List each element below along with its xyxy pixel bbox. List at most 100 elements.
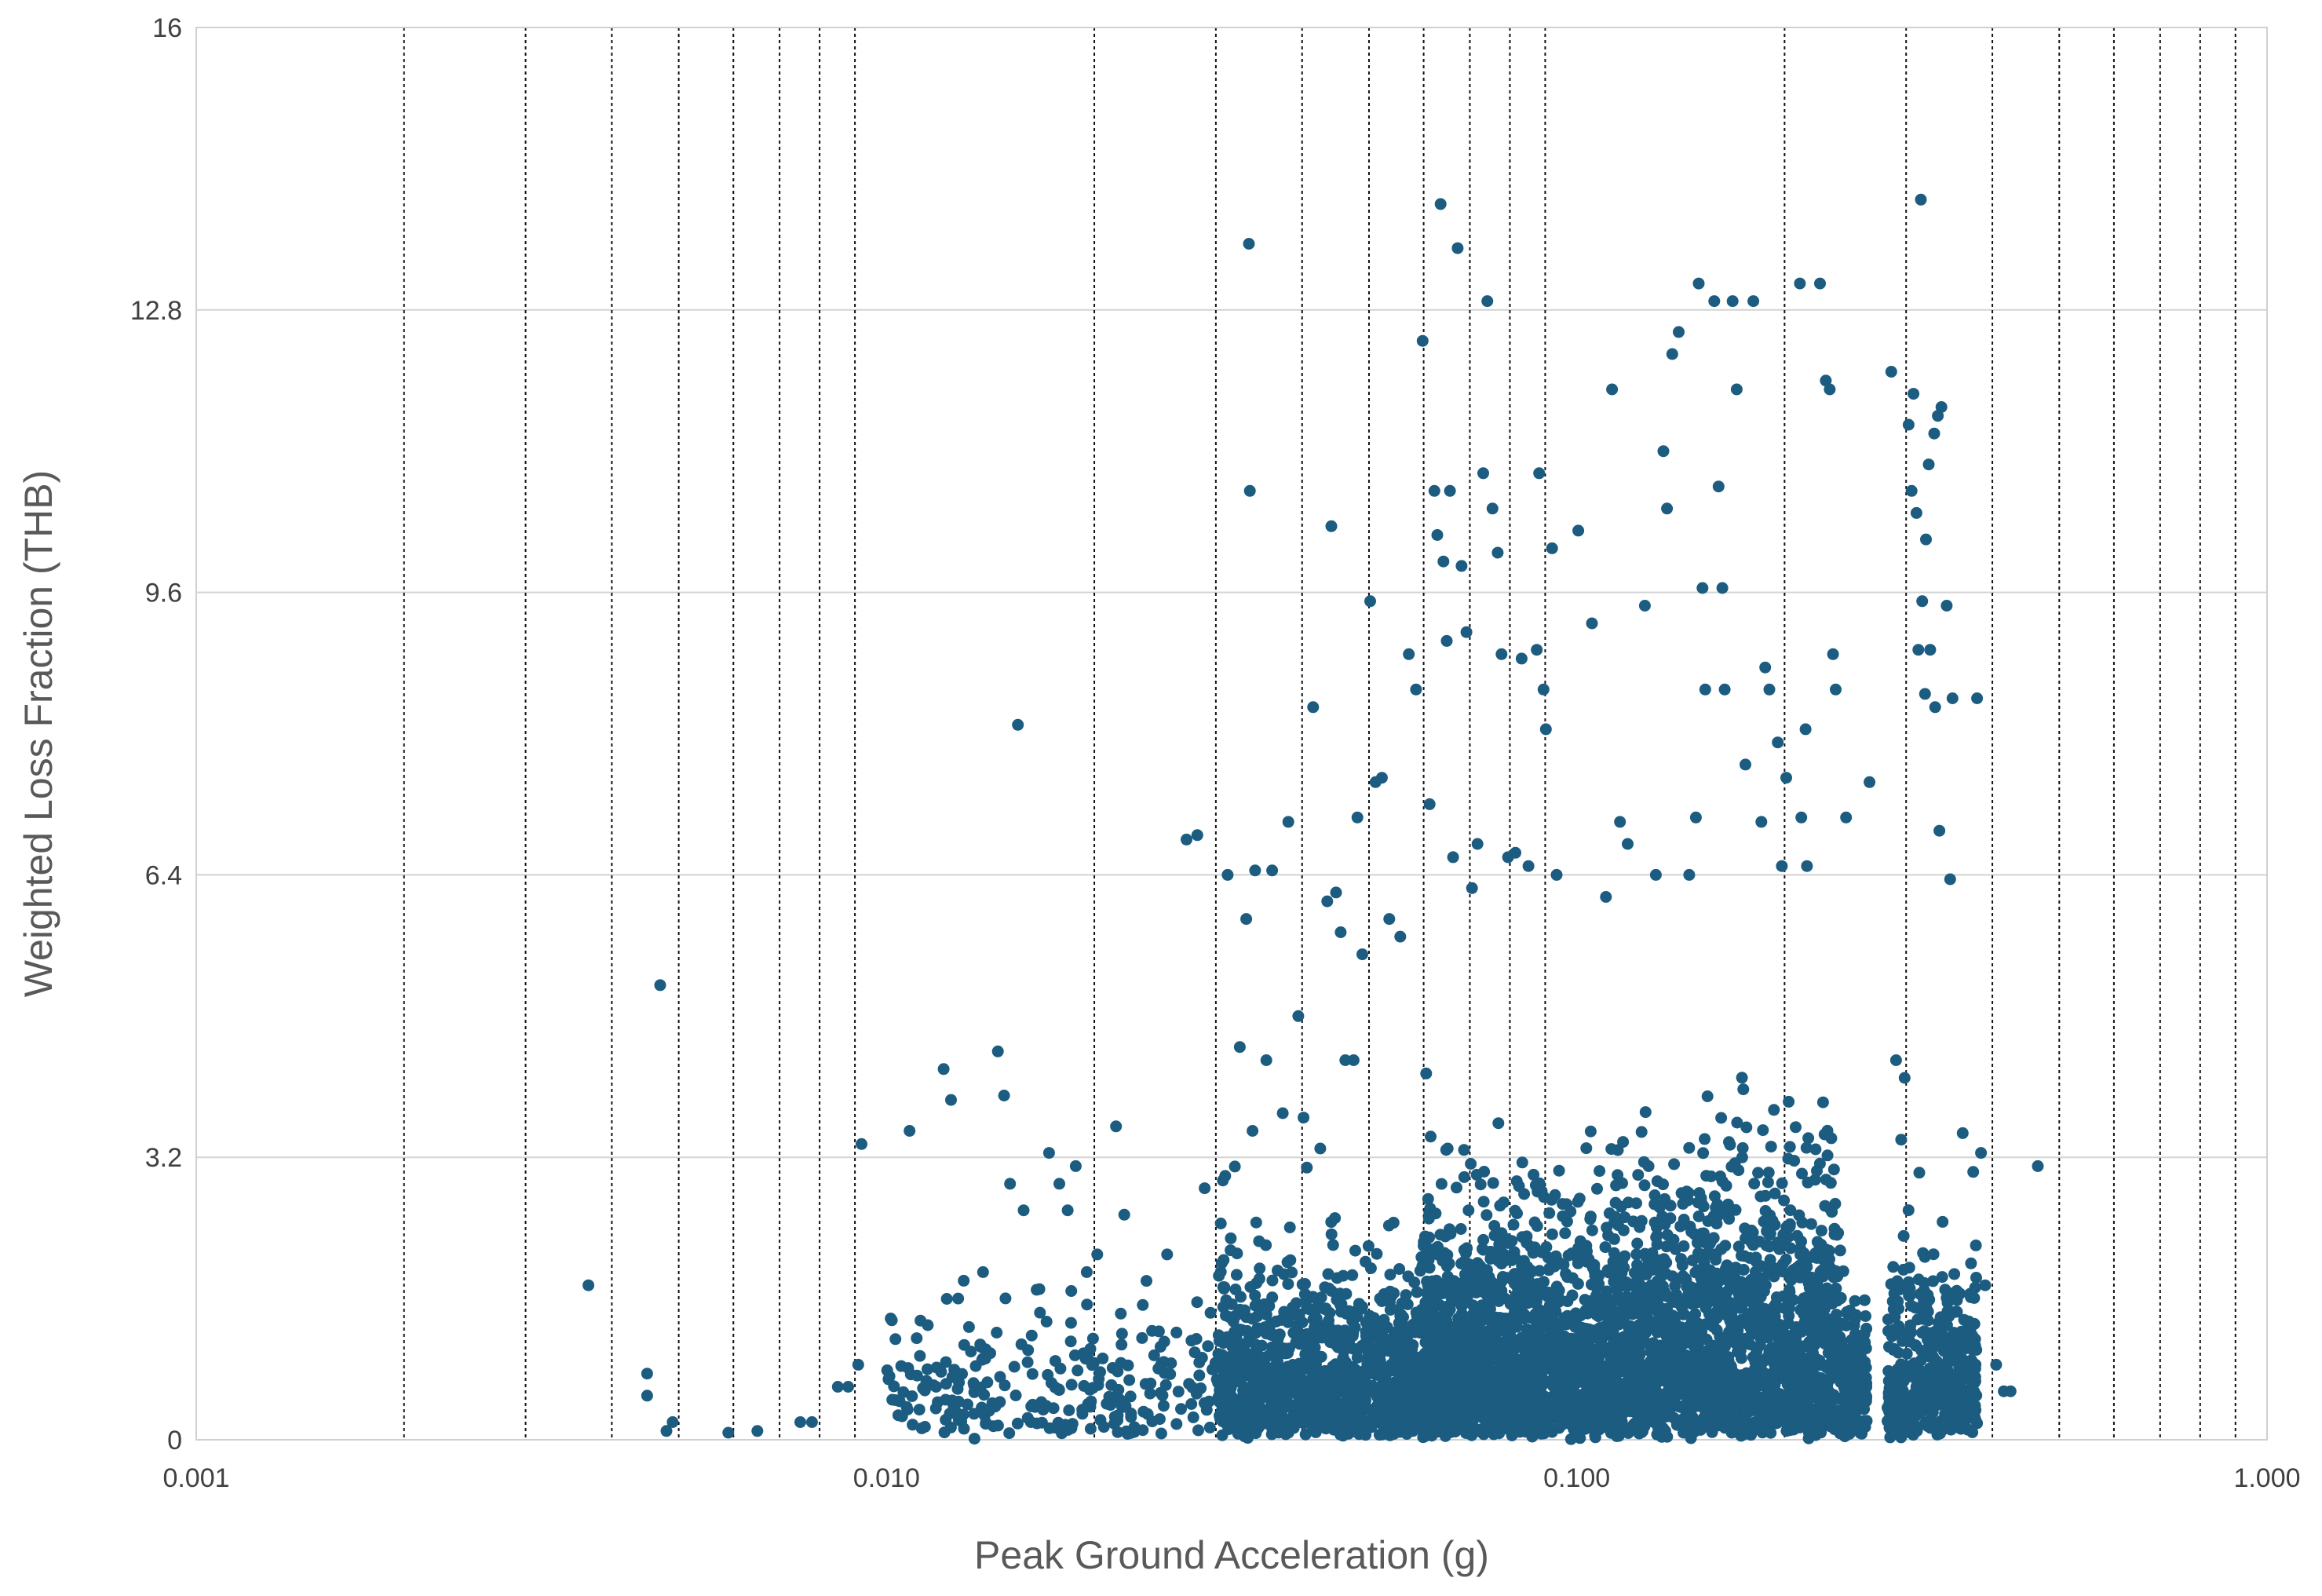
data-point-dense bbox=[1367, 1385, 1379, 1397]
data-point-dense bbox=[1689, 1291, 1702, 1304]
data-point-dense bbox=[1065, 1285, 1078, 1297]
data-point-dense bbox=[1731, 1116, 1743, 1129]
data-point-dense bbox=[1837, 1423, 1849, 1435]
data-point-dense bbox=[1858, 1328, 1871, 1340]
data-point-dense bbox=[1858, 1294, 1871, 1306]
data-point-dense bbox=[1682, 1398, 1695, 1411]
data-point-dense bbox=[1108, 1411, 1121, 1423]
data-point-dense bbox=[1778, 1339, 1791, 1351]
data-point-dense bbox=[1510, 1320, 1523, 1333]
data-point-dense bbox=[1638, 1335, 1651, 1348]
data-point-dense bbox=[952, 1414, 965, 1426]
data-point-dense bbox=[1466, 1365, 1477, 1378]
data-point-dense bbox=[1626, 1292, 1639, 1304]
data-point-dense bbox=[1524, 1397, 1537, 1409]
data-point-dense bbox=[1332, 1341, 1344, 1353]
data-point-dense bbox=[888, 1380, 900, 1393]
data-point-dense bbox=[1687, 1424, 1700, 1437]
data-point-dense bbox=[1172, 1386, 1185, 1398]
data-point-dense bbox=[1549, 1406, 1561, 1418]
data-point-dense bbox=[1728, 1426, 1740, 1438]
data-point-dense bbox=[1582, 1346, 1594, 1359]
data-point-dense bbox=[1435, 1178, 1448, 1190]
data-point bbox=[582, 1279, 595, 1291]
data-point-dense bbox=[1123, 1374, 1136, 1386]
data-point bbox=[2032, 1160, 2044, 1172]
data-point-dense bbox=[1782, 1231, 1794, 1244]
data-point-dense bbox=[1218, 1254, 1230, 1266]
data-point bbox=[1898, 1072, 1911, 1084]
data-point-dense bbox=[1720, 1179, 1732, 1192]
data-point-dense bbox=[940, 1293, 953, 1305]
data-point-dense bbox=[1401, 1329, 1414, 1342]
data-point-dense bbox=[1287, 1306, 1300, 1318]
data-point bbox=[1481, 295, 1494, 308]
data-point-dense bbox=[1591, 1182, 1603, 1195]
data-point bbox=[641, 1368, 653, 1380]
data-point-dense bbox=[1819, 1268, 1831, 1280]
data-point-dense bbox=[1299, 1295, 1312, 1308]
data-point-dense bbox=[1008, 1360, 1020, 1373]
data-point-dense bbox=[1115, 1307, 1127, 1320]
data-point-dense bbox=[1575, 1309, 1586, 1322]
data-point-dense bbox=[1370, 1324, 1382, 1337]
data-point bbox=[1510, 846, 1521, 859]
data-point-dense bbox=[1493, 1427, 1506, 1440]
data-point-dense bbox=[1232, 1404, 1244, 1416]
data-point-dense bbox=[1430, 1311, 1443, 1324]
data-point-dense bbox=[1710, 1254, 1722, 1266]
data-point-dense bbox=[1970, 1272, 1982, 1284]
data-point bbox=[1091, 1248, 1104, 1261]
data-point-dense bbox=[1316, 1390, 1329, 1403]
data-point-dense bbox=[1112, 1365, 1124, 1378]
data-point-dense bbox=[1508, 1246, 1521, 1258]
data-point-dense bbox=[1360, 1419, 1371, 1432]
data-point-dense bbox=[911, 1369, 923, 1382]
data-point bbox=[1351, 811, 1364, 824]
data-point-dense bbox=[1798, 1316, 1811, 1328]
data-point-dense bbox=[1678, 1240, 1690, 1252]
data-point-dense bbox=[1970, 1239, 1982, 1251]
data-point-dense bbox=[1451, 1366, 1463, 1379]
data-point-dense bbox=[1225, 1415, 1238, 1427]
data-point-dense bbox=[1854, 1353, 1867, 1366]
data-point-dense bbox=[1650, 1414, 1662, 1426]
data-point-dense bbox=[1846, 1405, 1858, 1418]
data-point bbox=[1053, 1178, 1065, 1190]
data-point-dense bbox=[1609, 1211, 1622, 1223]
data-point-dense bbox=[1619, 1250, 1631, 1262]
data-point bbox=[945, 1094, 957, 1106]
data-point-dense bbox=[1787, 1344, 1799, 1357]
data-point-dense bbox=[1823, 1320, 1835, 1332]
data-point-dense bbox=[1564, 1346, 1576, 1358]
data-point-dense bbox=[1477, 1196, 1490, 1208]
data-point-dense bbox=[1400, 1289, 1412, 1302]
data-point-dense bbox=[1552, 1291, 1564, 1303]
data-point-dense bbox=[1481, 1397, 1494, 1410]
data-point-dense bbox=[1427, 1243, 1440, 1255]
data-point bbox=[1434, 198, 1447, 210]
data-point-dense bbox=[1809, 1415, 1822, 1428]
data-point-dense bbox=[1072, 1364, 1084, 1377]
data-point-dense bbox=[1846, 1371, 1858, 1383]
data-point-dense bbox=[1250, 1216, 1262, 1229]
data-point bbox=[1885, 366, 1897, 378]
data-point bbox=[1240, 913, 1253, 926]
data-point-dense bbox=[1757, 1124, 1769, 1137]
data-point-dense bbox=[1467, 1324, 1480, 1337]
data-point-dense bbox=[1191, 1296, 1203, 1309]
data-point-dense bbox=[1506, 1429, 1518, 1441]
data-point-dense bbox=[1611, 1306, 1623, 1318]
data-point-dense bbox=[1635, 1126, 1648, 1138]
data-point-dense bbox=[1235, 1291, 1247, 1303]
data-point bbox=[1763, 683, 1776, 696]
data-point-dense bbox=[1783, 1220, 1796, 1233]
data-point bbox=[1004, 1178, 1017, 1190]
data-point-dense bbox=[1827, 1389, 1840, 1401]
data-point-dense bbox=[1553, 1380, 1565, 1393]
data-point-dense bbox=[1835, 1317, 1848, 1330]
data-point-dense bbox=[1076, 1408, 1089, 1420]
data-point-dense bbox=[1695, 1323, 1707, 1335]
data-point-dense bbox=[1509, 1306, 1521, 1319]
data-point-dense bbox=[1466, 1335, 1479, 1346]
